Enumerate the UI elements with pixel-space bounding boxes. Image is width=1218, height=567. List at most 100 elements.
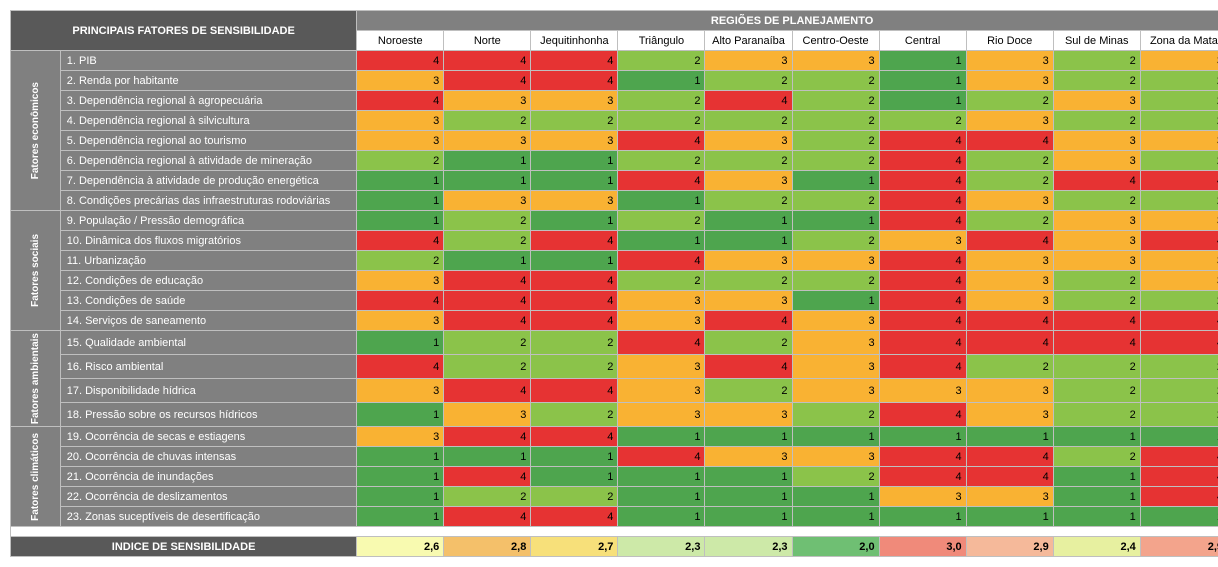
value-cell: 4	[1140, 487, 1218, 507]
value-cell: 2	[792, 231, 879, 251]
value-cell: 3	[1140, 131, 1218, 151]
value-cell: 4	[444, 291, 531, 311]
region-header: Triângulo	[618, 31, 705, 51]
value-cell: 3	[357, 131, 444, 151]
value-cell: 2	[618, 151, 705, 171]
value-cell: 3	[966, 379, 1053, 403]
value-cell: 2	[357, 151, 444, 171]
value-cell: 4	[879, 403, 966, 427]
factor-label: 21. Ocorrência de inundações	[60, 467, 356, 487]
value-cell: 3	[792, 331, 879, 355]
value-cell: 4	[618, 131, 705, 151]
table-row: 23. Zonas suceptíveis de desertificação1…	[11, 507, 1218, 527]
value-cell: 3	[879, 487, 966, 507]
value-cell: 2	[1140, 355, 1218, 379]
value-cell: 1	[531, 447, 618, 467]
value-cell: 4	[357, 51, 444, 71]
value-cell: 4	[879, 271, 966, 291]
value-cell: 4	[879, 191, 966, 211]
index-value: 2,9	[1140, 537, 1218, 557]
value-cell: 3	[1053, 231, 1140, 251]
value-cell: 3	[705, 251, 792, 271]
value-cell: 3	[705, 447, 792, 467]
table-row: 4. Dependência regional à silvicultura32…	[11, 111, 1218, 131]
value-cell: 1	[792, 427, 879, 447]
value-cell: 1	[531, 251, 618, 271]
index-value: 2,8	[444, 537, 531, 557]
value-cell: 2	[618, 91, 705, 111]
value-cell: 2	[792, 467, 879, 487]
value-cell: 2	[705, 111, 792, 131]
value-cell: 4	[1053, 311, 1140, 331]
value-cell: 2	[792, 151, 879, 171]
value-cell: 3	[357, 271, 444, 291]
value-cell: 2	[1053, 271, 1140, 291]
value-cell: 2	[1053, 291, 1140, 311]
factor-label: 6. Dependência regional à atividade de m…	[60, 151, 356, 171]
factor-label: 22. Ocorrência de deslizamentos	[60, 487, 356, 507]
value-cell: 3	[357, 111, 444, 131]
index-value: 3,0	[879, 537, 966, 557]
value-cell: 2	[1140, 379, 1218, 403]
value-cell: 1	[357, 467, 444, 487]
region-header: Alto Paranaíba	[705, 31, 792, 51]
region-header: Centro-Oeste	[792, 31, 879, 51]
value-cell: 2	[792, 191, 879, 211]
value-cell: 1	[879, 51, 966, 71]
value-cell: 4	[966, 447, 1053, 467]
value-cell: 3	[1140, 51, 1218, 71]
value-cell: 1	[531, 171, 618, 191]
value-cell: 2	[879, 111, 966, 131]
value-cell: 3	[444, 91, 531, 111]
value-cell: 4	[879, 131, 966, 151]
value-cell: 2	[705, 331, 792, 355]
value-cell: 1	[705, 211, 792, 231]
value-cell: 4	[966, 467, 1053, 487]
value-cell: 4	[1140, 311, 1218, 331]
value-cell: 3	[705, 171, 792, 191]
value-cell: 3	[792, 51, 879, 71]
value-cell: 1	[357, 507, 444, 527]
value-cell: 1	[357, 171, 444, 191]
value-cell: 2	[1053, 191, 1140, 211]
value-cell: 2	[1140, 191, 1218, 211]
value-cell: 2	[531, 355, 618, 379]
value-cell: 4	[705, 91, 792, 111]
value-cell: 1	[792, 171, 879, 191]
value-cell: 3	[879, 379, 966, 403]
value-cell: 3	[966, 191, 1053, 211]
value-cell: 4	[618, 447, 705, 467]
value-cell: 1	[1053, 427, 1140, 447]
region-header: Norte	[444, 31, 531, 51]
value-cell: 2	[618, 211, 705, 231]
regions-title: REGIÕES DE PLANEJAMENTO	[357, 11, 1218, 31]
group-label: Fatores climáticos	[11, 427, 61, 527]
table-row: Fatores climáticos19. Ocorrência de seca…	[11, 427, 1218, 447]
value-cell: 2	[1053, 403, 1140, 427]
value-cell: 4	[879, 211, 966, 231]
value-cell: 2	[357, 251, 444, 271]
factor-label: 9. População / Pressão demográfica	[60, 211, 356, 231]
value-cell: 4	[444, 71, 531, 91]
value-cell: 4	[1053, 171, 1140, 191]
value-cell: 4	[966, 131, 1053, 151]
index-value: 2,9	[966, 537, 1053, 557]
value-cell: 4	[357, 291, 444, 311]
value-cell: 1	[1053, 487, 1140, 507]
table-row: 21. Ocorrência de inundações1411124414	[11, 467, 1218, 487]
value-cell: 2	[705, 151, 792, 171]
value-cell: 1	[444, 171, 531, 191]
value-cell: 1	[1140, 507, 1218, 527]
value-cell: 2	[966, 355, 1053, 379]
value-cell: 3	[618, 311, 705, 331]
value-cell: 3	[879, 231, 966, 251]
value-cell: 4	[1140, 231, 1218, 251]
value-cell: 3	[531, 91, 618, 111]
value-cell: 3	[792, 251, 879, 271]
index-value: 2,3	[705, 537, 792, 557]
value-cell: 3	[444, 131, 531, 151]
value-cell: 1	[705, 487, 792, 507]
value-cell: 1	[618, 487, 705, 507]
value-cell: 3	[1140, 211, 1218, 231]
factor-label: 11. Urbanização	[60, 251, 356, 271]
